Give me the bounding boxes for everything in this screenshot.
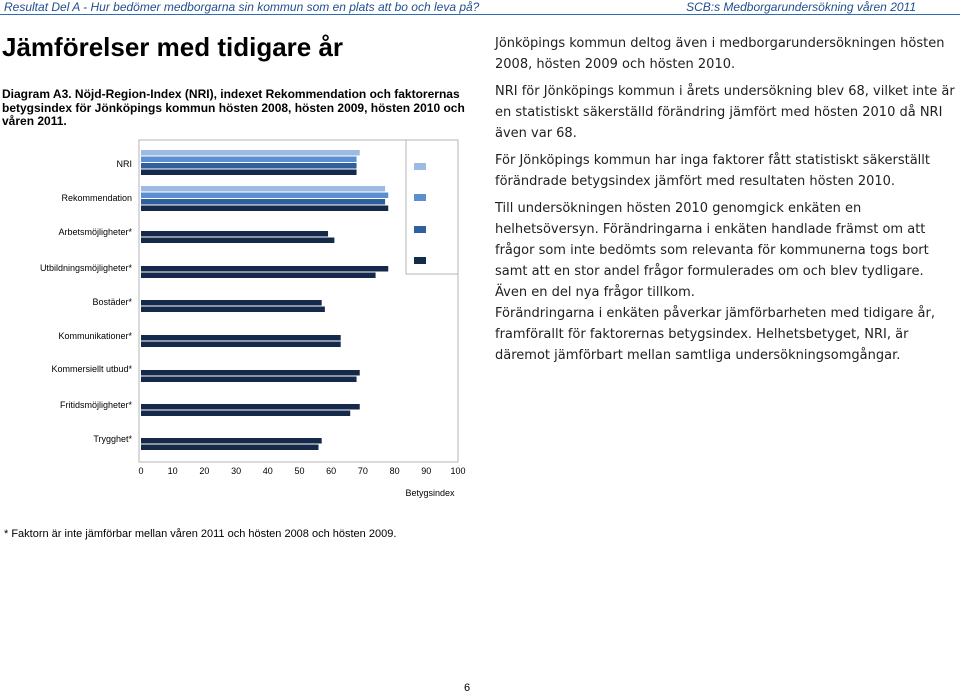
category-label-kommunikationer: Kommunikationer* bbox=[58, 331, 132, 341]
bar-fritidsmöjligheter-2011 bbox=[141, 404, 360, 410]
bar-rekommendation-2011 bbox=[141, 205, 389, 211]
x-tick-label: 10 bbox=[167, 466, 178, 476]
category-label-fritidsmojligheter: Fritidsmöjligheter* bbox=[59, 400, 132, 410]
category-label-trygghet: Trygghet* bbox=[93, 434, 132, 444]
page-number: 6 bbox=[464, 682, 471, 694]
x-tick-label: 20 bbox=[199, 466, 210, 476]
x-tick-label: 30 bbox=[231, 466, 242, 476]
paragraph: Förändringarna i enkäten påverkar jämför… bbox=[495, 306, 935, 363]
bar-nri-2010 bbox=[141, 163, 357, 169]
bar-trygghet-secondary bbox=[141, 444, 319, 450]
category-label-utbildningsmojligheter: Utbildningsmöjligheter* bbox=[39, 263, 132, 273]
bar-rekommendation-2010 bbox=[141, 199, 386, 205]
legend-swatch-2010 bbox=[414, 226, 426, 233]
paragraph: För Jönköpings kommun har inga faktorer … bbox=[495, 153, 930, 189]
x-tick-label: 60 bbox=[326, 466, 337, 476]
legend-swatch-2011 bbox=[414, 257, 426, 264]
chart-footnote: * Faktorn är inte jämförbar mellan våren… bbox=[4, 528, 397, 540]
bar-kommersiellt-utbud-secondary bbox=[141, 376, 357, 382]
x-tick-label: 0 bbox=[138, 466, 144, 476]
paragraph: Jönköpings kommun deltog även i medborga… bbox=[495, 36, 945, 72]
category-label-arbetsmojligheter: Arbetsmöjligheter* bbox=[58, 227, 132, 237]
bar-kommersiellt-utbud-2011 bbox=[141, 370, 360, 376]
body-text: Jönköpings kommun deltog även i medborga… bbox=[495, 33, 957, 372]
x-tick-label: 90 bbox=[421, 466, 432, 476]
bar-nri-2011 bbox=[141, 169, 357, 175]
bar-utbildningsmöjligheter-secondary bbox=[141, 272, 376, 278]
category-label-nri: NRI bbox=[116, 159, 133, 169]
bar-trygghet-2011 bbox=[141, 438, 322, 444]
x-tick-label: 40 bbox=[262, 466, 273, 476]
bar-arbetsmöjligheter-2011 bbox=[141, 231, 329, 237]
legend-swatch-2008 bbox=[414, 163, 426, 170]
bar-bostäder-2011 bbox=[141, 300, 322, 306]
category-label-bostader: Bostäder* bbox=[92, 297, 132, 307]
bar-fritidsmöjligheter-secondary bbox=[141, 410, 351, 416]
bar-bostäder-secondary bbox=[141, 306, 325, 312]
bar-arbetsmöjligheter-secondary bbox=[141, 237, 335, 243]
header-right-text: SCB:s Medborgarundersökning våren 2011 bbox=[686, 0, 916, 14]
bar-kommunikationer-secondary bbox=[141, 341, 341, 347]
bar-rekommendation-2008 bbox=[141, 186, 386, 192]
x-tick-label: 100 bbox=[450, 466, 466, 476]
chart-caption: Diagram A3. Nöjd-Region-Index (NRI), ind… bbox=[2, 87, 465, 128]
bar-utbildningsmöjligheter-2011 bbox=[141, 266, 389, 272]
paragraph: Till undersökningen hösten 2010 genomgic… bbox=[495, 201, 929, 300]
plot-area-frame bbox=[138, 139, 459, 463]
page-heading: Jämförelser med tidigare år bbox=[2, 32, 344, 62]
x-tick-label: 70 bbox=[357, 466, 368, 476]
paragraph: NRI för Jönköpings kommun i årets unders… bbox=[495, 84, 955, 141]
legend-swatch-2009 bbox=[414, 194, 426, 201]
bar-nri-2009 bbox=[141, 156, 357, 162]
bar-nri-2008 bbox=[141, 150, 360, 156]
bar-rekommendation-2009 bbox=[141, 192, 389, 198]
bar-kommunikationer-2011 bbox=[141, 335, 341, 341]
category-label-kommersiellt-utbud: Kommersiellt utbud* bbox=[51, 364, 132, 374]
header-left-text: Resultat Del A - Hur bedömer medborgarna… bbox=[4, 0, 480, 14]
x-tick-label: 50 bbox=[294, 466, 305, 476]
page-header: Resultat Del A - Hur bedömer medborgarna… bbox=[0, 0, 960, 15]
x-axis-label: Betygsindex bbox=[405, 488, 455, 498]
legend-box bbox=[405, 139, 459, 275]
category-label-rekommendation: Rekommendation bbox=[61, 193, 132, 203]
x-tick-label: 80 bbox=[389, 466, 400, 476]
